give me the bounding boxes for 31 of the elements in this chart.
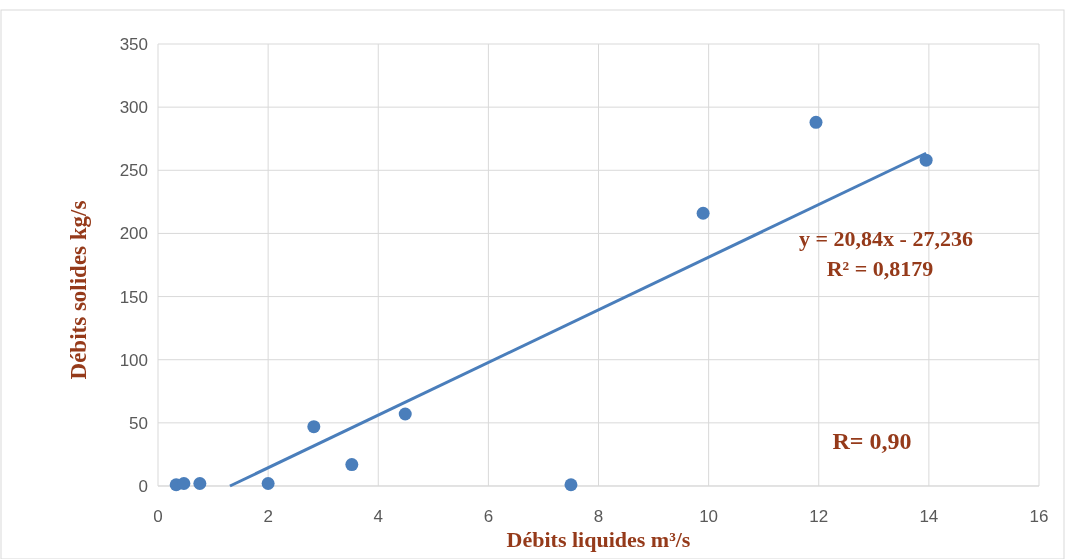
y-tick-label: 350 — [119, 34, 148, 54]
point — [177, 476, 191, 490]
point — [696, 206, 710, 220]
x-tick-label: 6 — [483, 507, 494, 526]
point — [809, 115, 823, 129]
y-tick-label: 250 — [119, 161, 148, 181]
x-tick-label: 14 — [919, 507, 939, 526]
annotation: R= 0,90 — [832, 428, 912, 454]
point — [345, 458, 359, 472]
y-tick-label: 300 — [119, 98, 148, 118]
y-tick-label: 200 — [119, 224, 148, 244]
point — [398, 407, 412, 421]
y-tick-label: 0 — [138, 476, 148, 496]
annotation: R² = 0,8179 — [826, 256, 934, 281]
y-tick-label: 150 — [119, 287, 148, 307]
point — [307, 420, 321, 434]
point — [564, 478, 578, 492]
annotation: y = 20,84x - 27,236 — [799, 226, 973, 251]
point — [261, 476, 275, 490]
x-tick-label: 16 — [1029, 507, 1049, 526]
x-axis-title: Débits liquides m³/s — [506, 527, 691, 552]
y-tick-label: 50 — [129, 413, 148, 433]
x-tick-label: 4 — [373, 507, 383, 526]
y-tick-label: 100 — [119, 350, 148, 370]
x-tick-label: 0 — [153, 507, 163, 526]
y-axis-title: Débits solides kg/s — [66, 200, 91, 380]
x-tick-label: 10 — [699, 507, 719, 526]
x-tick-label: 2 — [263, 507, 273, 526]
point — [193, 476, 207, 490]
x-tick-label: 8 — [593, 507, 604, 526]
x-tick-label: 12 — [809, 507, 829, 526]
